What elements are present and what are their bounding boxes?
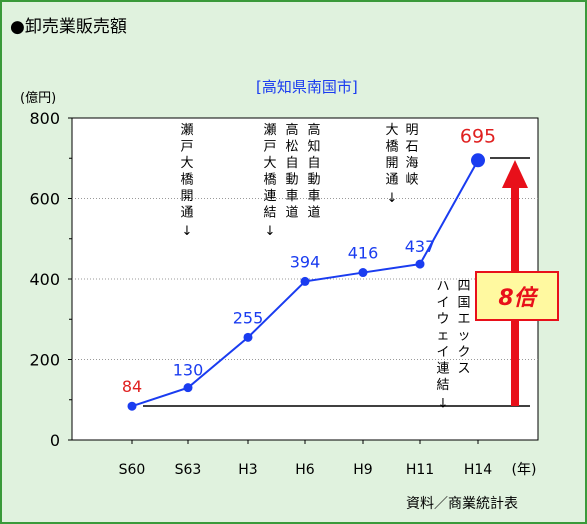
annotation-char: 大 [385, 123, 398, 138]
annotation-arrow: ↓ [438, 397, 449, 412]
data-label: 416 [348, 244, 379, 263]
annotation-char: 橋 [385, 140, 398, 155]
x-tick-label: S60 [119, 462, 146, 478]
y-axis-label: (億円) [20, 90, 56, 106]
annotation-char: 動 [307, 173, 320, 188]
data-point [183, 383, 193, 393]
x-axis-label: (年) [512, 462, 537, 478]
y-tick-label: 600 [29, 190, 60, 209]
annotation-char: 明 [405, 123, 418, 138]
annotation-char: 道 [285, 206, 298, 221]
annotation-char: 瀬 [180, 123, 193, 138]
x-tick-label: H11 [406, 462, 434, 478]
annotation-char: 開 [385, 156, 398, 171]
annotation-char: ハ [436, 279, 449, 294]
annotation-char: 知 [307, 139, 320, 155]
y-tick-label: 200 [29, 351, 60, 370]
figure-title: ●卸売業販売額 [10, 17, 127, 37]
data-points [127, 153, 485, 411]
data-label: 394 [290, 252, 321, 271]
annotation-char: 高 [285, 122, 298, 138]
annotation-char: 車 [307, 189, 320, 204]
annotation-arrow: ↓ [265, 224, 276, 239]
annotation-char: 自 [307, 156, 320, 171]
x-tick-label: H14 [464, 462, 492, 478]
data-point [243, 332, 253, 342]
y-tick-label: 800 [29, 109, 60, 128]
annotation-arrow: ↓ [182, 224, 193, 239]
annotation-char: エ [457, 312, 470, 327]
annotation-char: 戸 [263, 140, 276, 155]
data-label: 84 [122, 377, 142, 396]
data-source: 資料／商業統計表 [406, 496, 518, 512]
x-tick-label: H9 [353, 462, 372, 478]
annotation-char: 四 [457, 279, 470, 294]
annotation-char: 開 [180, 189, 193, 204]
growth-callout: 8倍 [475, 271, 559, 321]
data-labels: 84 130 255 394 416 437 695 [122, 125, 496, 396]
data-label: 695 [460, 125, 496, 147]
annotation-char: 国 [457, 296, 470, 311]
annotation-char: 高 [307, 122, 320, 138]
x-tick-label: S63 [175, 462, 202, 478]
annotation-char: ッ [457, 329, 470, 344]
annotation-char: 峡 [405, 173, 418, 188]
data-label: 255 [233, 308, 264, 327]
data-point [358, 268, 368, 278]
chart-subtitle: [高知県南国市] [256, 78, 358, 96]
annotation-char: 瀬 [263, 123, 276, 138]
annotation-char: 松 [285, 140, 298, 155]
annotation-char: 大 [263, 156, 276, 171]
annotation-char: イ [436, 345, 449, 360]
event-annotations: 瀬戸大橋開通↓高知自動車道高松自動車道瀬戸大橋連結↓明石海峡大橋開通↓四国エック… [180, 122, 470, 412]
x-tick-label: H3 [238, 462, 257, 478]
x-axis-ticks: S60 S63 H3 H6 H9 H11 H14 (年) [119, 440, 537, 478]
annotation-char: ス [457, 362, 470, 377]
annotation-char: 車 [285, 189, 298, 204]
annotation-char: 動 [285, 173, 298, 188]
annotation-char: 石 [405, 140, 418, 155]
annotation-char: 連 [263, 189, 276, 204]
annotation-char: 通 [385, 173, 398, 188]
annotation-char: 結 [263, 206, 276, 221]
annotation-char: 通 [180, 206, 193, 221]
x-tick-label: H6 [295, 462, 315, 478]
annotation-char: ェ [436, 329, 449, 344]
annotation-char: 橋 [180, 173, 193, 188]
annotation-char: ク [457, 345, 470, 360]
annotation-char: 結 [436, 378, 449, 393]
data-point [471, 153, 485, 168]
annotation-char: ウ [436, 312, 449, 327]
annotation-char: 道 [307, 206, 320, 221]
annotation-arrow: ↓ [387, 191, 398, 206]
annotation-char: 大 [180, 156, 193, 171]
data-label: 437 [405, 237, 436, 256]
data-label: 130 [173, 361, 204, 380]
annotation-char: 連 [436, 362, 449, 377]
annotation-char: イ [436, 296, 449, 311]
data-point [415, 259, 425, 269]
annotation-char: 橋 [263, 173, 276, 188]
growth-arrow-head [502, 160, 528, 188]
annotation-char: 戸 [180, 140, 193, 155]
y-tick-label: 400 [29, 270, 60, 289]
annotation-char: 海 [405, 156, 418, 171]
annotation-char: 自 [285, 156, 298, 171]
growth-callout-box [475, 271, 559, 321]
data-point [127, 401, 137, 411]
data-point [300, 276, 310, 286]
y-tick-label: 0 [50, 431, 60, 450]
y-axis-ticks: 0 200 400 600 800 [29, 109, 72, 450]
growth-callout-text: 8倍 [498, 285, 538, 311]
